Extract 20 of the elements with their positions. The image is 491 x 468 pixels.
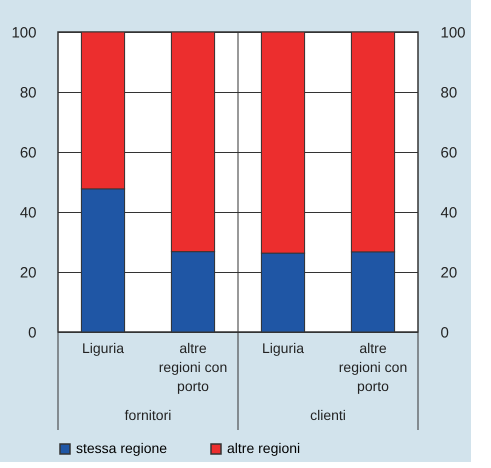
- text: clienti: [310, 407, 346, 423]
- y-tick-label: 60: [20, 144, 36, 162]
- y2-tick-label: 100: [440, 24, 466, 42]
- y-tick-label: 100: [11, 24, 36, 42]
- y2-tick-label: 40: [440, 204, 458, 222]
- legend-label: stessa regione: [76, 440, 168, 456]
- x-tick-label: Liguria: [82, 340, 124, 356]
- y2-tick-label: 80: [440, 84, 458, 102]
- x-tick-label: Liguria: [262, 340, 304, 356]
- y-tick-label: 80: [20, 84, 36, 102]
- text: fornitori: [124, 407, 172, 423]
- x-tick-label: altre regioni con porto: [158, 340, 228, 394]
- y-tick-label: 40: [20, 204, 36, 222]
- y2-tick-label: 0: [440, 324, 449, 342]
- x-tick-label: altre regioni con porto: [338, 340, 408, 394]
- y2-tick-label: 20: [440, 264, 458, 282]
- y-tick-label: 20: [20, 264, 36, 282]
- y2-tick-label: 60: [440, 144, 458, 162]
- legend-label: altre regioni: [227, 440, 300, 456]
- y-tick-label: 0: [28, 324, 36, 342]
